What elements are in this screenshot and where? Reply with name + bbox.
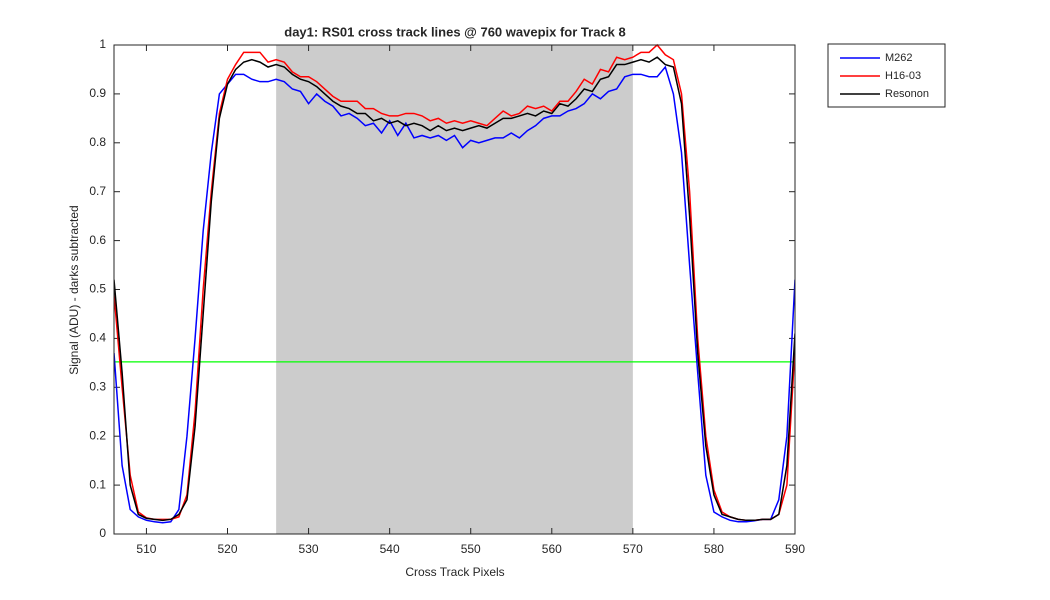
x-tick-label: 580 [704,542,724,556]
x-tick-label: 540 [380,542,400,556]
y-tick-label: 0.3 [89,379,106,393]
y-tick-label: 0.5 [89,282,106,296]
x-tick-label: 560 [542,542,562,556]
y-tick-label: 0.4 [89,331,106,345]
x-tick-label: 550 [461,542,481,556]
y-tick-label: 0 [99,526,106,540]
y-tick-label: 0.1 [89,477,106,491]
x-tick-label: 590 [785,542,805,556]
plot-frame [113,44,796,535]
x-tick-label: 530 [299,542,319,556]
y-tick-label: 0.6 [89,233,106,247]
legend-label: Resonon [885,88,929,100]
x-tick-label: 510 [136,542,156,556]
series-line [114,56,795,522]
y-tick-label: 0.8 [89,135,106,149]
y-tick-label: 1 [99,37,106,51]
x-tick-label: 520 [217,542,237,556]
y-tick-label: 0.7 [89,184,106,198]
legend-label: H16-03 [885,70,921,82]
shaded-region [276,45,633,534]
y-tick-label: 0.9 [89,86,106,100]
series-line [114,43,795,522]
y-axis-label: Signal (ADU) - darks subtracted [67,205,81,374]
chart-title: day1: RS01 cross track lines @ 760 wavep… [284,24,625,39]
x-tick-label: 570 [623,542,643,556]
x-axis-label: Cross Track Pixels [405,565,504,579]
legend-label: M262 [885,52,913,64]
y-tick-label: 0.2 [89,428,106,442]
